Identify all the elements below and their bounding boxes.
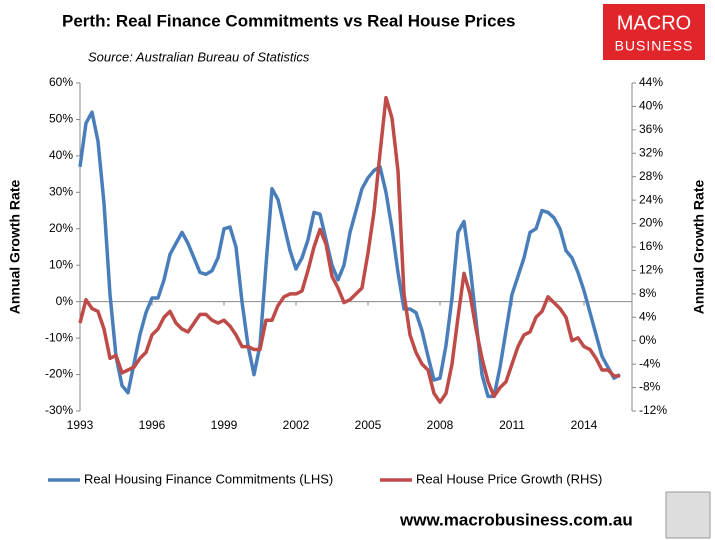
x-tick-label: 1993 xyxy=(67,418,94,432)
y-tick-label: -30% xyxy=(45,403,73,417)
y-axis-label: Annual Growth Rate xyxy=(7,180,23,315)
y2-tick-label: 8% xyxy=(639,286,657,300)
logo-image xyxy=(665,491,711,539)
y2-tick-label: -8% xyxy=(639,380,661,394)
y-tick-label: 30% xyxy=(49,185,73,199)
x-tick-label: 2011 xyxy=(499,418,525,432)
y2-tick-label: 4% xyxy=(639,309,657,323)
x-tick-label: 1996 xyxy=(139,418,166,432)
logo-text: BUSINESS xyxy=(615,38,694,54)
chart-title: Perth: Real Finance Commitments vs Real … xyxy=(62,11,516,30)
y2-tick-label: 20% xyxy=(639,216,663,230)
website: www.macrobusiness.com.au xyxy=(399,510,633,529)
y-tick-label: 0% xyxy=(56,294,74,308)
y-tick-label: 60% xyxy=(49,75,73,89)
y2-tick-label: 0% xyxy=(639,333,657,347)
x-tick-label: 2014 xyxy=(571,418,598,432)
y2-tick-label: 36% xyxy=(639,122,663,136)
logo-text: MACRO xyxy=(617,12,691,34)
y-tick-label: -20% xyxy=(45,367,73,381)
legend-label: Real House Price Growth (RHS) xyxy=(416,471,602,486)
y2-tick-label: 44% xyxy=(639,75,663,89)
y-tick-label: 40% xyxy=(49,148,73,162)
y2-tick-label: -4% xyxy=(639,356,661,370)
logo-box xyxy=(603,4,705,60)
y2-tick-label: 32% xyxy=(639,145,663,159)
y2-tick-label: 40% xyxy=(639,99,663,113)
series-line xyxy=(78,110,621,399)
y-tick-label: 50% xyxy=(49,112,73,126)
y2-tick-label: -12% xyxy=(639,403,667,417)
y-tick-label: 20% xyxy=(49,221,73,235)
x-tick-label: 2002 xyxy=(283,418,310,432)
y2-tick-label: 12% xyxy=(639,263,663,277)
y-tick-label: -10% xyxy=(45,330,73,344)
legend-label: Real Housing Finance Commitments (LHS) xyxy=(84,471,333,486)
series-line xyxy=(78,95,620,404)
x-tick-label: 1999 xyxy=(211,418,238,432)
y2-tick-label: 24% xyxy=(639,192,663,206)
x-tick-label: 2005 xyxy=(355,418,382,432)
y-tick-label: 10% xyxy=(49,257,73,271)
y2-tick-label: 28% xyxy=(639,169,663,183)
y2-tick-label: 16% xyxy=(639,239,663,253)
chart-subtitle: Source: Australian Bureau of Statistics xyxy=(88,49,310,64)
x-tick-label: 2008 xyxy=(427,418,454,432)
y2-axis-label: Annual Growth Rate xyxy=(691,180,707,315)
